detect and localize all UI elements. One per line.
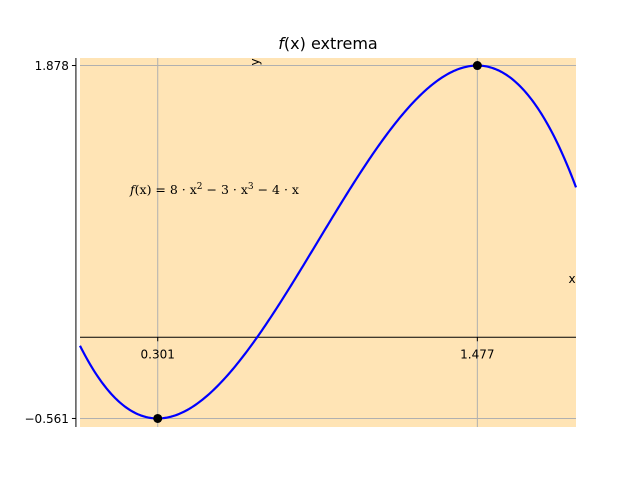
x-axis-label: x xyxy=(568,272,575,286)
x-tick-label: 1.477 xyxy=(460,347,494,361)
axis-spines xyxy=(75,58,576,427)
y-axis-label: y xyxy=(248,58,262,65)
chart-title: f(x) extrema xyxy=(278,34,377,53)
y-tick-label: −0.561 xyxy=(25,412,69,426)
formula-annotation: f(x) = 8 · x2 − 3 · x3 − 4 · x xyxy=(129,182,299,197)
plot-background xyxy=(80,58,576,427)
y-tick-label: 1.878 xyxy=(35,59,69,73)
x-tick-label: 0.301 xyxy=(141,347,175,361)
extrema-markers xyxy=(153,61,482,423)
extremum-point-minimum xyxy=(153,413,163,423)
extremum-point-maximum xyxy=(472,61,482,71)
series-line-f xyxy=(79,64,578,420)
tick-labels: 0.301 1.477 1.878 −0.561 xyxy=(25,59,495,426)
